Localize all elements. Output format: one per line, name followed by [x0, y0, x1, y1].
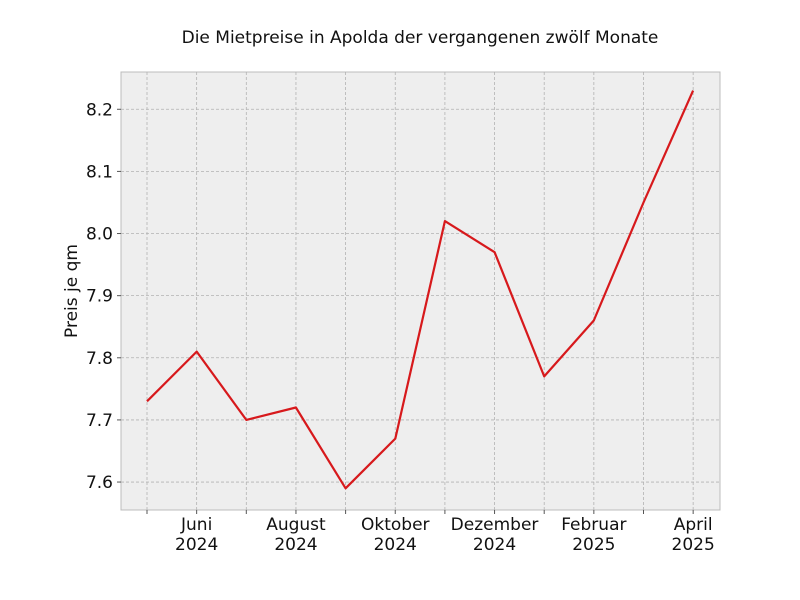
series-line: [146, 90, 695, 490]
x-tick-label-month: Februar: [561, 515, 626, 535]
x-tick-label-year: 2024: [175, 535, 218, 555]
x-tick-label-year: 2025: [572, 535, 615, 555]
y-tick-label: 7.9: [86, 287, 113, 307]
y-axis-label: Preis je qm: [62, 244, 82, 338]
plot-area: [120, 71, 721, 511]
y-tick-label: 8.1: [86, 162, 113, 182]
y-tick-label: 8.0: [86, 225, 113, 245]
x-tick-label-year: 2024: [473, 535, 516, 555]
x-tick-label-month: August: [266, 515, 326, 535]
y-tick-label: 7.7: [86, 411, 113, 431]
y-tick-label: 7.6: [86, 473, 113, 493]
x-tick-label-month: Juni: [180, 515, 212, 535]
grid-layer: [121, 72, 720, 510]
series-layer: [146, 90, 695, 490]
ticks-layer: 7.67.77.87.98.08.18.2Juni2024August2024O…: [86, 100, 715, 555]
x-tick-label-month: April: [674, 515, 713, 535]
x-tick-label-year: 2025: [672, 535, 715, 555]
x-tick-label-year: 2024: [274, 535, 317, 555]
x-tick-label-year: 2024: [374, 535, 417, 555]
x-tick-label-month: Dezember: [451, 515, 539, 535]
y-tick-label: 8.2: [86, 100, 113, 120]
chart-title: Die Mietpreise in Apolda der vergangenen…: [182, 28, 659, 48]
y-tick-label: 7.8: [86, 349, 113, 369]
x-tick-label-month: Oktober: [361, 515, 430, 535]
